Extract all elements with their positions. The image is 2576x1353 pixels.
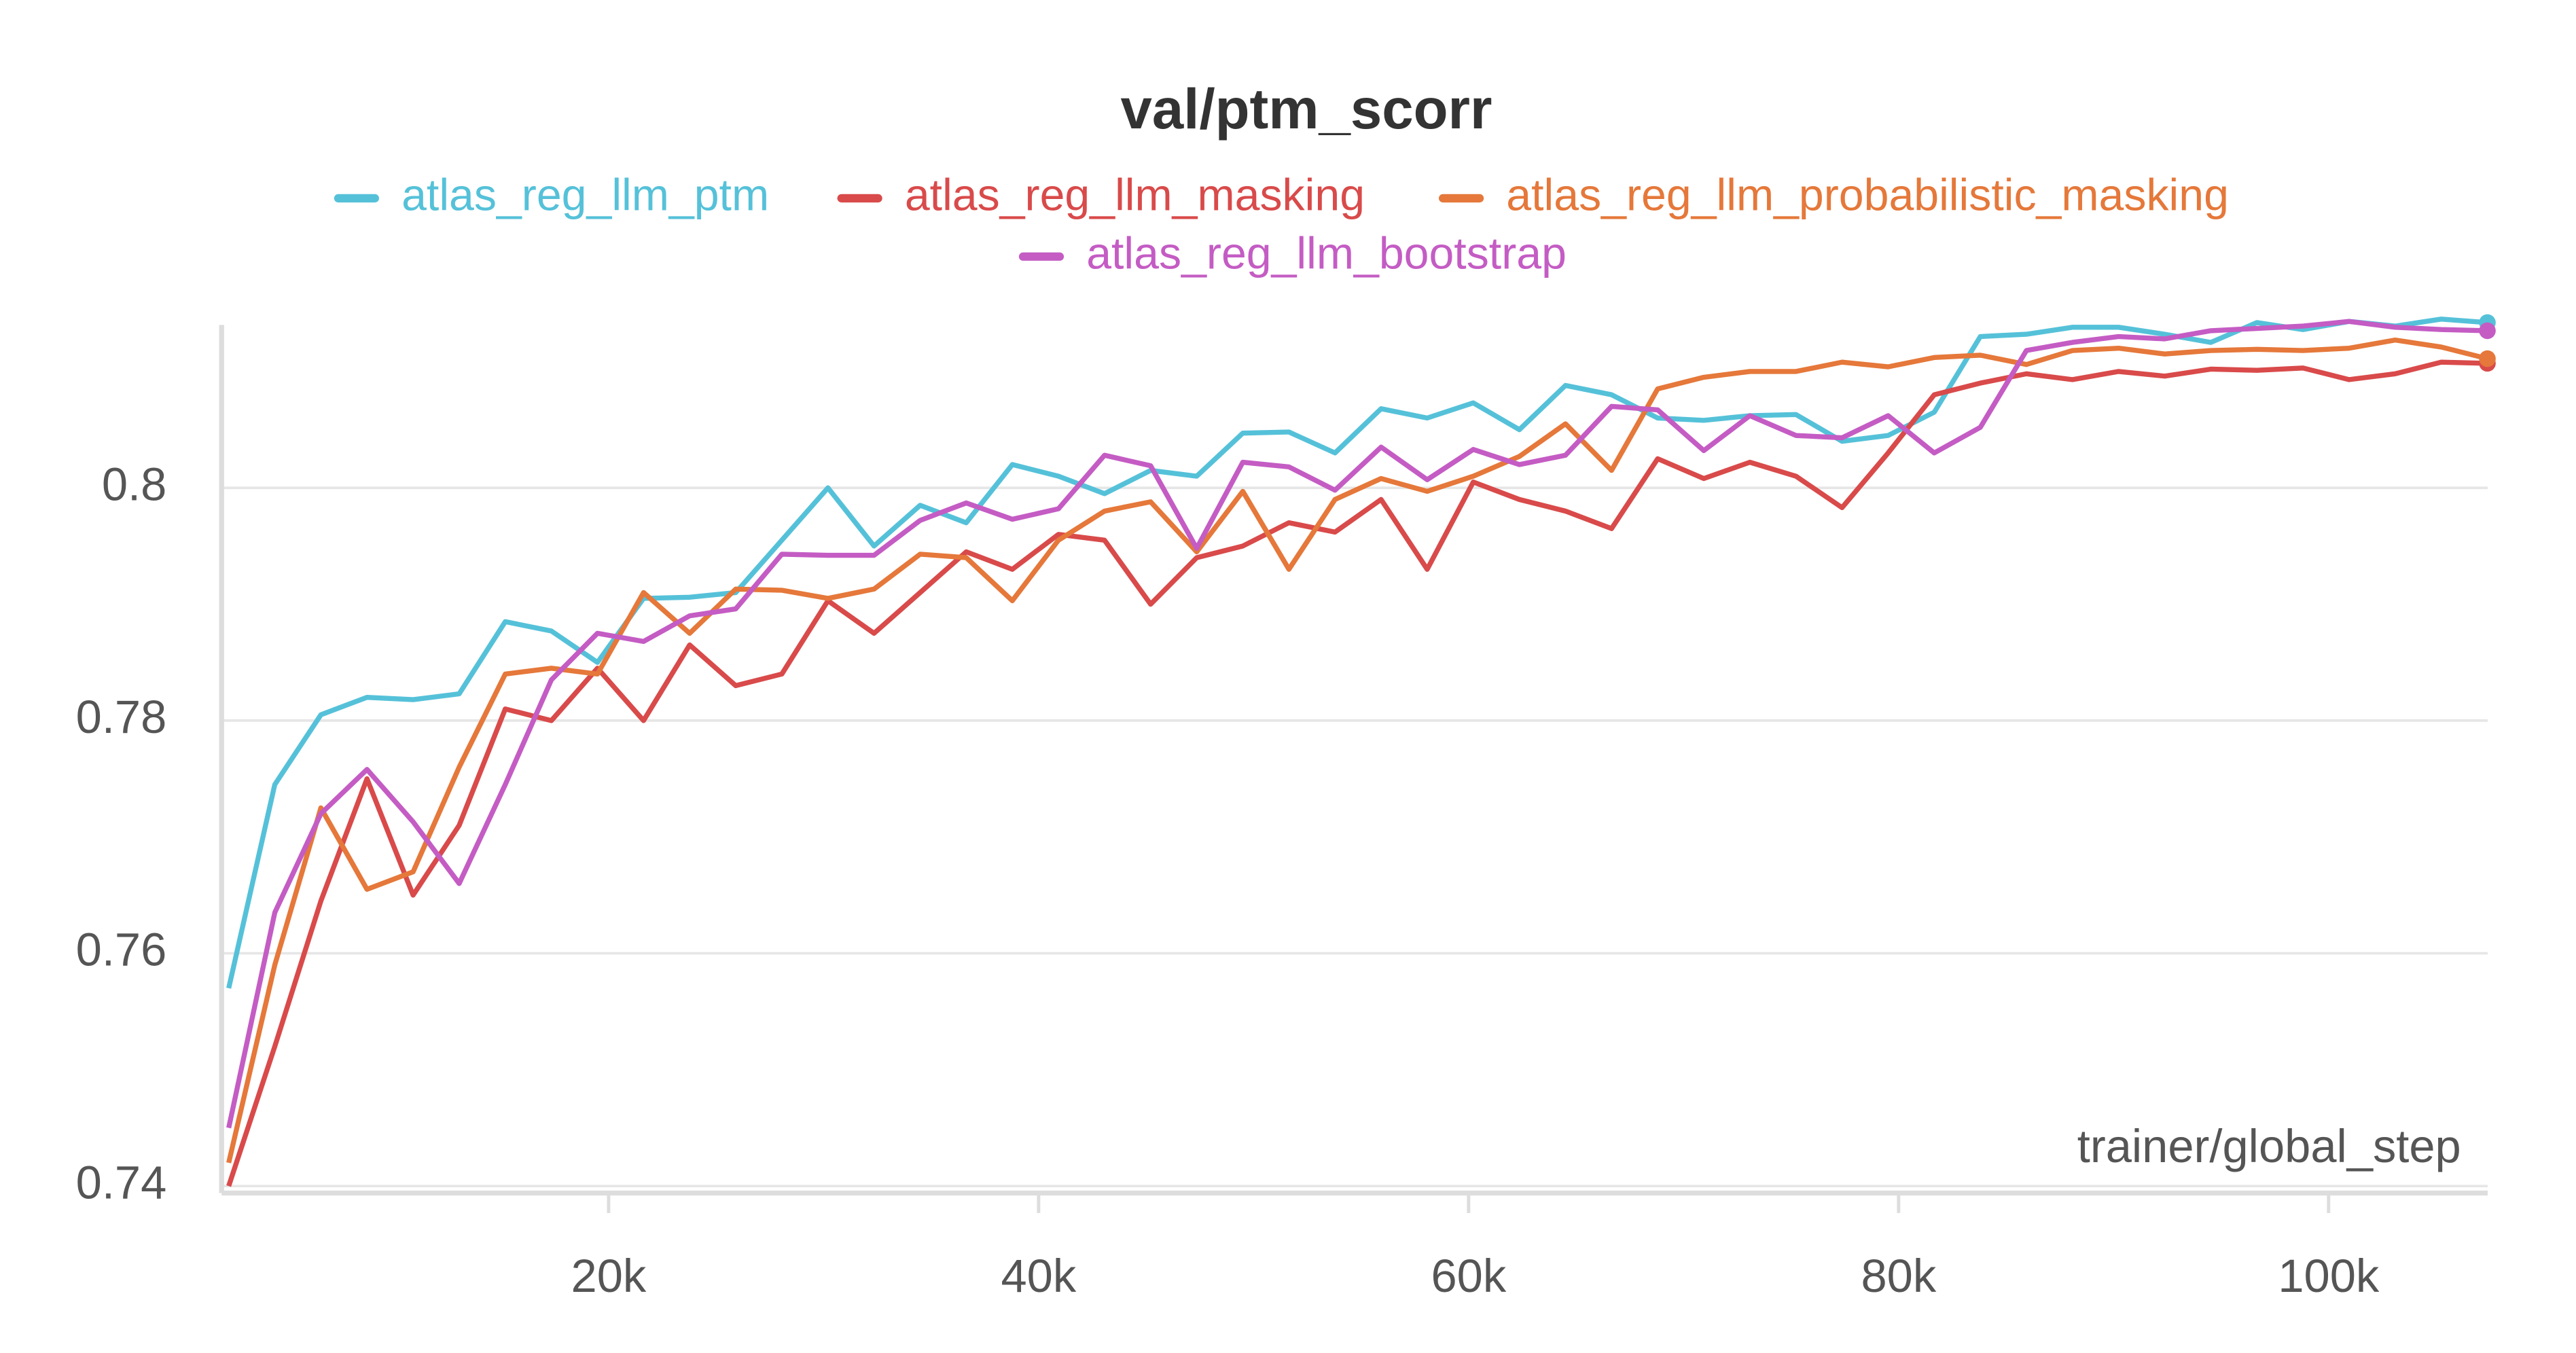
legend-label: atlas_reg_llm_ptm bbox=[401, 170, 769, 220]
y-tick-label: 0.8 bbox=[102, 458, 166, 510]
series-line bbox=[226, 319, 2488, 1129]
legend-label: atlas_reg_llm_bootstrap bbox=[1086, 228, 1567, 278]
x-tick-label: 40k bbox=[1001, 1250, 1077, 1302]
y-tick-label: 0.74 bbox=[76, 1156, 167, 1208]
series-line bbox=[226, 337, 2488, 1163]
end-dot bbox=[2479, 322, 2496, 340]
x-tick-label: 80k bbox=[1861, 1250, 1936, 1302]
x-tick-label: 100k bbox=[2278, 1250, 2380, 1302]
end-dot bbox=[2479, 350, 2496, 367]
y-tick-label: 0.76 bbox=[76, 924, 167, 976]
y-tick-label: 0.78 bbox=[76, 691, 167, 743]
series-line bbox=[226, 317, 2488, 989]
series-line bbox=[226, 359, 2488, 1187]
legend-label: atlas_reg_llm_masking bbox=[905, 170, 1365, 220]
x-axis-label: trainer/global_step bbox=[2077, 1120, 2461, 1172]
x-tick-label: 20k bbox=[571, 1250, 647, 1302]
chart-title: val/ptm_scorr bbox=[1121, 77, 1492, 141]
x-tick-label: 60k bbox=[1431, 1250, 1506, 1302]
legend-label: atlas_reg_llm_probabilistic_masking bbox=[1506, 170, 2229, 220]
